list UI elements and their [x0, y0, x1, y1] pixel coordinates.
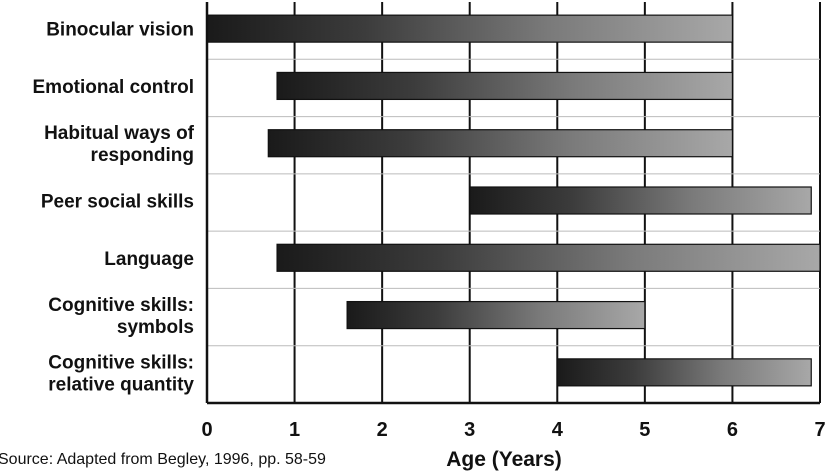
bar-0 [206, 14, 734, 43]
source-note: Source: Adapted from Begley, 1996, pp. 5… [0, 451, 326, 468]
category-label-0: Binocular vision [46, 20, 194, 41]
bar-5 [346, 300, 646, 330]
category-labels: Binocular vision Emotional control Habitua… [33, 20, 195, 396]
category-label-2: Habitual ways of responding [44, 123, 195, 166]
x-tick-label-1: 1 [289, 419, 300, 441]
category-label-3: Peer social skills [41, 192, 194, 213]
category-label-5: Cognitive skills: symbols [48, 295, 194, 338]
category-label-6: Cognitive skills: relative quantity [48, 352, 194, 395]
bar-3 [469, 186, 812, 215]
bar-4 [276, 243, 821, 272]
x-tick-label-7: 7 [814, 419, 825, 441]
category-label-4: Language [104, 249, 194, 270]
x-tick-label-5: 5 [639, 419, 650, 441]
bar-2 [267, 129, 734, 158]
x-axis-title: Age (Years) [446, 448, 562, 471]
axes [205, 2, 820, 405]
x-tick-labels: 0 1 2 3 4 5 6 7 [201, 419, 825, 441]
x-tick-label-3: 3 [464, 419, 475, 441]
x-tick-label-4: 4 [552, 419, 564, 441]
bar-6 [556, 358, 812, 387]
bars [206, 14, 821, 387]
x-tick-label-2: 2 [377, 419, 388, 441]
x-tick-label-6: 6 [727, 419, 738, 441]
category-label-1: Emotional control [33, 77, 195, 98]
bar-1 [276, 71, 734, 101]
x-tick-label-0: 0 [201, 419, 212, 441]
